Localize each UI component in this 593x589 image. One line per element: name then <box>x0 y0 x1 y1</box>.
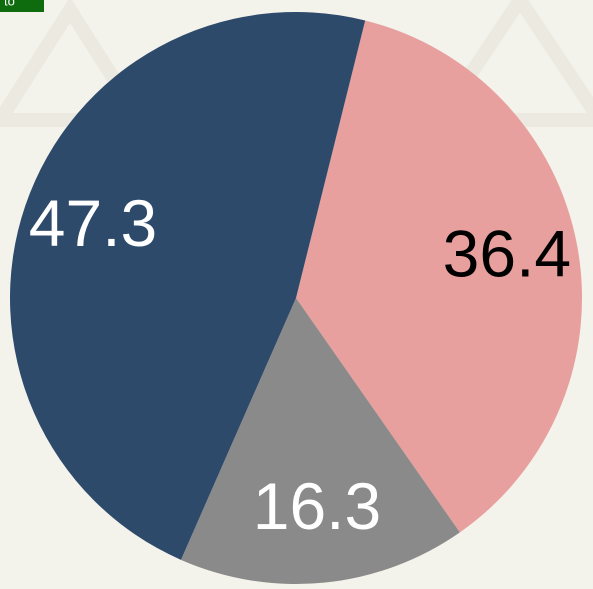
slice-label: 47.3 <box>29 186 157 260</box>
pie: 36.4 16.3 47.3 <box>10 12 583 584</box>
pie-slice <box>10 12 366 560</box>
badge-text: to <box>4 0 15 8</box>
slice-label: 36.4 <box>443 216 571 290</box>
pie-slice <box>296 20 583 533</box>
pie-slice <box>180 298 460 584</box>
background-pattern <box>0 0 593 127</box>
slice-label: 16.3 <box>253 469 381 543</box>
badge-box <box>0 0 44 12</box>
